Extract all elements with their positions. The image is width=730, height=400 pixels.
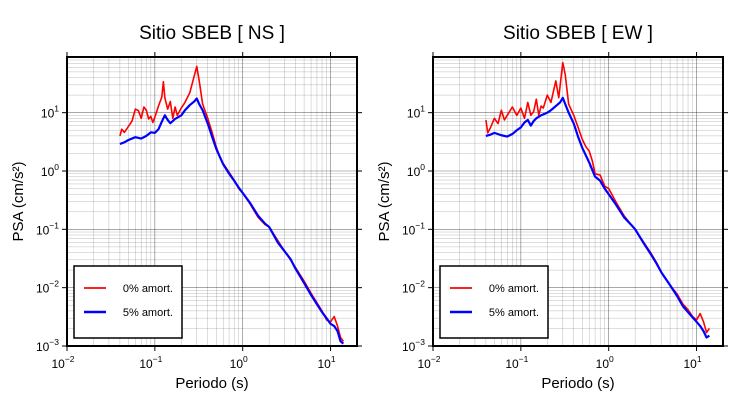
y-tick-label: 100 xyxy=(41,162,59,179)
series-line-blue xyxy=(119,97,345,345)
x-tick-label: 101 xyxy=(684,354,702,371)
y-axis-label: PSA (cm/s²) xyxy=(376,161,393,241)
series-group xyxy=(485,61,711,339)
legend: 0% amort. 5% amort. xyxy=(73,265,183,339)
series-group xyxy=(119,65,345,345)
axis-ticks xyxy=(62,52,362,351)
legend-box xyxy=(73,265,183,339)
legend-label: 5% amort. xyxy=(489,307,539,319)
x-tick-label: 100 xyxy=(230,354,248,371)
legend-label: 0% amort. xyxy=(489,283,539,295)
x-axis-label: Periodo (s) xyxy=(541,375,614,392)
x-tick-label: 10−2 xyxy=(51,354,74,371)
y-tick-label: 10−1 xyxy=(36,220,59,237)
y-tick-label: 10−2 xyxy=(36,279,59,296)
y-tick-label: 10−1 xyxy=(402,220,425,237)
x-axis-label: Periodo (s) xyxy=(175,375,248,392)
x-tick-label: 10−1 xyxy=(139,354,162,371)
legend-box xyxy=(439,265,549,339)
legend-label: 0% amort. xyxy=(123,283,173,295)
x-tick-label: 101 xyxy=(318,354,336,371)
y-tick-label: 100 xyxy=(407,162,425,179)
y-tick-label: 10−3 xyxy=(36,337,59,354)
x-tick-label: 10−2 xyxy=(417,354,440,371)
y-tick-label: 101 xyxy=(407,104,425,121)
y-tick-label: 10−3 xyxy=(402,337,425,354)
x-tick-label: 100 xyxy=(596,354,614,371)
plot-frame xyxy=(66,56,358,347)
x-tick-label: 10−1 xyxy=(505,354,528,371)
plot-frame xyxy=(432,56,724,347)
legend-label: 5% amort. xyxy=(123,307,173,319)
series-line-blue xyxy=(485,96,710,339)
chart-title: Sitio SBEB [ EW ] xyxy=(503,23,653,44)
y-tick-label: 10−2 xyxy=(402,279,425,296)
chart-title: Sitio SBEB [ NS ] xyxy=(139,23,285,44)
legend: 0% amort. 5% amort. xyxy=(439,265,549,339)
y-axis-label: PSA (cm/s²) xyxy=(10,161,27,241)
y-tick-label: 101 xyxy=(41,104,59,121)
axis-ticks xyxy=(428,52,728,351)
